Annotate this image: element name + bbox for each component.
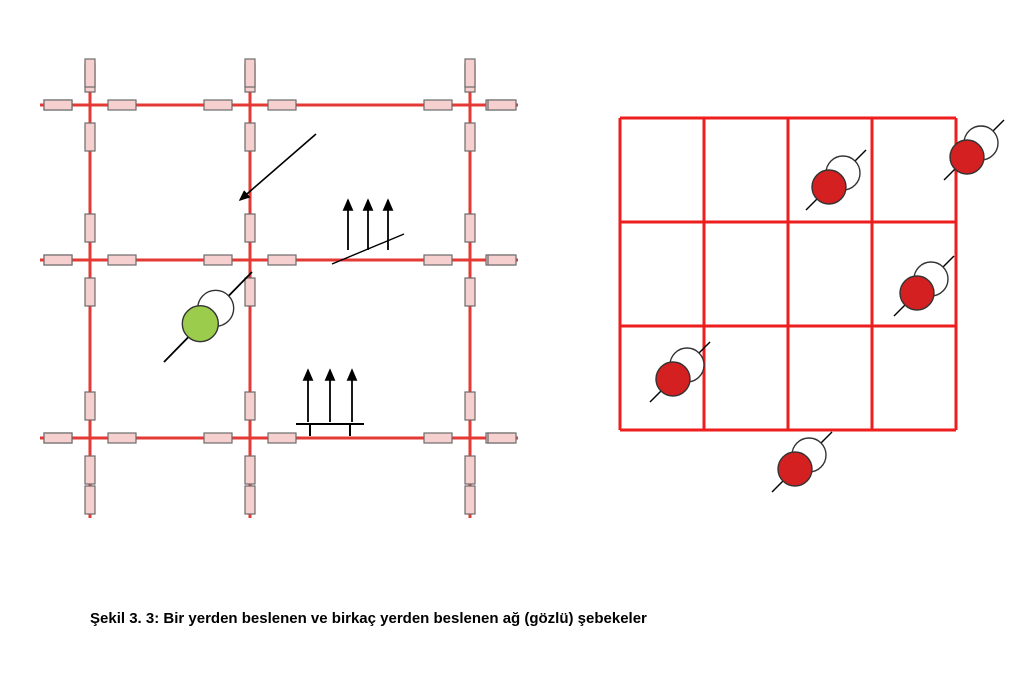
figure-caption: Şekil 3. 3: Bir yerden beslenen ve birka…	[90, 610, 647, 627]
left-transformer	[164, 272, 252, 362]
right-diagram	[590, 0, 1020, 520]
left-switches	[44, 59, 516, 514]
left-grid-lines	[40, 60, 518, 518]
left-diagram	[0, 0, 560, 560]
left-annotations	[240, 134, 404, 436]
